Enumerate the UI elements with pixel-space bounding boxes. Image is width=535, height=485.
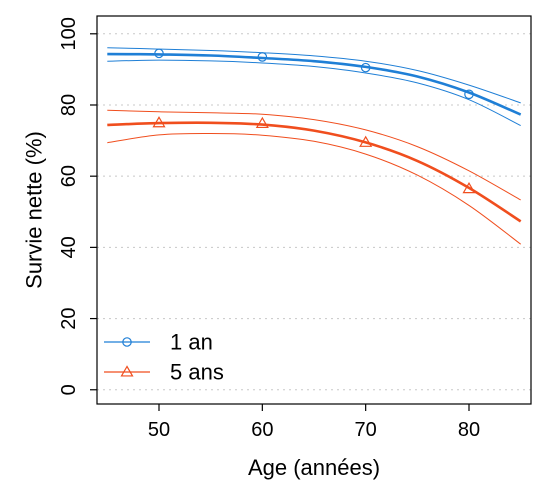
x-axis-title: Age (années): [248, 455, 380, 480]
legend-label-2: 5 ans: [170, 360, 224, 385]
series-1-point-50: [154, 48, 164, 59]
series-2-point-50: [152, 116, 166, 128]
series-1: [107, 47, 522, 127]
series-lines: [107, 47, 522, 245]
series-2-lower-band: [107, 132, 522, 245]
series-2-point-70: [359, 135, 373, 147]
y-tick-label-80: 80: [58, 94, 80, 116]
series-1-lower-band: [107, 59, 521, 127]
series-2-point-80: [462, 181, 476, 194]
series-1-point-60: [257, 52, 268, 62]
series-1-point-70: [360, 62, 371, 73]
y-tick-label-100: 100: [58, 17, 80, 50]
series-1-line: [107, 52, 522, 116]
series-2-point-60: [255, 116, 269, 129]
series-2-line: [107, 121, 522, 223]
legend: 1 an 5 ans: [104, 330, 224, 385]
x-tick-label-80: 80: [458, 419, 480, 441]
x-tick-label-60: 60: [251, 419, 273, 441]
legend-label-1: 1 an: [170, 330, 213, 355]
series-1-upper-band: [107, 47, 521, 104]
y-tick-label-20: 20: [58, 307, 80, 329]
y-tick-label-60: 60: [58, 165, 80, 187]
series-2-upper-band: [107, 109, 521, 201]
y-axis-title: Survie nette (%): [22, 131, 47, 289]
legend-marker-2: [120, 365, 134, 377]
x-tick-label-70: 70: [355, 419, 377, 441]
legend-marker-1: [122, 337, 132, 347]
y-tick-label-0: 0: [58, 384, 80, 395]
series-2: [107, 109, 522, 245]
plot-frame: [96, 15, 532, 405]
y-tick-label-40: 40: [58, 236, 80, 258]
x-tick-label-50: 50: [148, 419, 170, 441]
axes: 50 60 70 80 0 20 40 60 80 100: [58, 17, 480, 441]
series-1-point-80: [464, 89, 474, 100]
grid-lines: [97, 33, 531, 391]
